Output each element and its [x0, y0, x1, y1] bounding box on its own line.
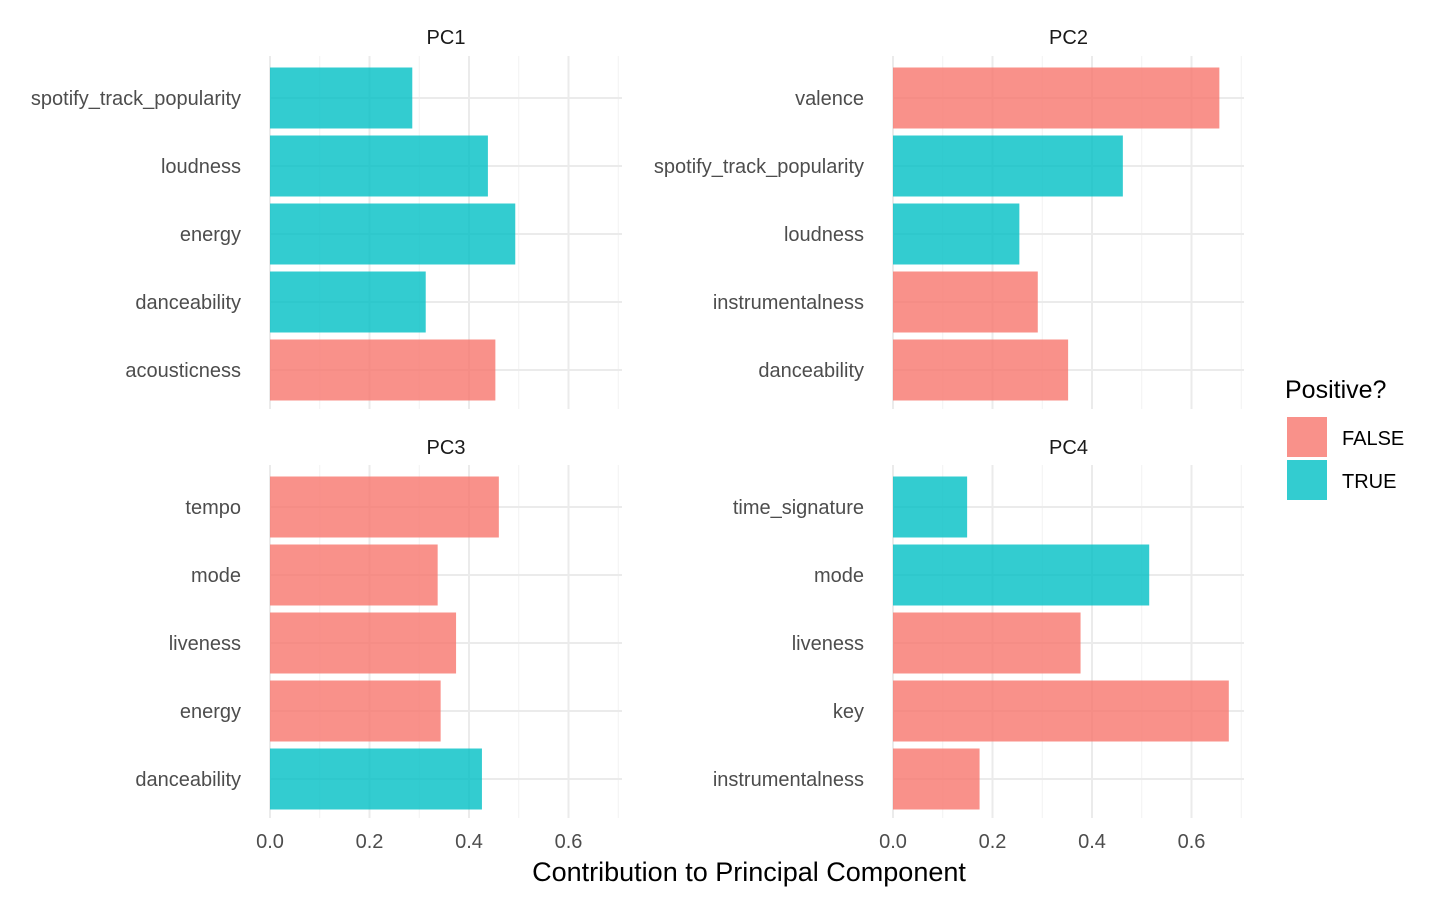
bar-pc4-time-signature	[893, 476, 968, 538]
x-tick-label: 0.0	[879, 831, 907, 853]
y-tick-label: key	[833, 701, 864, 723]
legend-swatch-false	[1287, 417, 1327, 457]
y-tick-label: instrumentalness	[713, 769, 864, 791]
legend-swatch-true	[1287, 460, 1327, 500]
x-tick-label: 0.2	[356, 831, 384, 853]
bar-pc2-spotify-track-popularity	[893, 135, 1123, 197]
x-tick-label: 0.6	[1178, 831, 1206, 853]
bar-pc4-liveness	[893, 612, 1081, 674]
facet-title-pc3: PC3	[427, 437, 466, 459]
bar-pc3-liveness	[270, 612, 457, 674]
facet-title-pc4: PC4	[1049, 437, 1088, 459]
bar-pc4-instrumentalness	[893, 748, 980, 810]
x-tick-label: 0.4	[455, 831, 483, 853]
y-tick-label: danceability	[758, 360, 864, 382]
x-axis-title: Contribution to Principal Component	[532, 857, 966, 887]
facet-title-pc2: PC2	[1049, 27, 1088, 49]
y-tick-label: spotify_track_popularity	[654, 156, 864, 178]
bar-pc4-key	[893, 680, 1229, 742]
y-tick-label: mode	[814, 565, 864, 587]
y-tick-label: liveness	[169, 633, 241, 655]
legend-label-false: FALSE	[1342, 428, 1404, 450]
bar-pc1-spotify-track-popularity	[270, 67, 413, 129]
y-tick-label: loudness	[161, 156, 241, 178]
y-tick-label: liveness	[792, 633, 864, 655]
y-tick-label: time_signature	[733, 497, 864, 519]
x-tick-label: 0.0	[256, 831, 284, 853]
x-tick-label: 0.2	[979, 831, 1007, 853]
bar-pc1-energy	[270, 203, 516, 265]
bar-pc3-tempo	[270, 476, 499, 538]
y-tick-label: danceability	[135, 292, 241, 314]
y-tick-label: tempo	[185, 497, 241, 519]
legend-title: Positive?	[1285, 376, 1386, 404]
y-tick-label: energy	[180, 224, 241, 246]
bar-pc1-loudness	[270, 135, 488, 197]
bar-pc3-danceability	[270, 748, 482, 810]
y-tick-label: danceability	[135, 769, 241, 791]
x-tick-label: 0.6	[555, 831, 583, 853]
bar-pc2-loudness	[893, 203, 1020, 265]
y-tick-label: mode	[191, 565, 241, 587]
y-tick-label: loudness	[784, 224, 864, 246]
bar-pc2-danceability	[893, 339, 1069, 401]
facet-title-pc1: PC1	[427, 27, 466, 49]
bar-pc3-energy	[270, 680, 441, 742]
y-tick-label: valence	[795, 88, 864, 110]
y-tick-label: energy	[180, 701, 241, 723]
y-tick-label: acousticness	[125, 360, 241, 382]
legend-label-true: TRUE	[1342, 471, 1396, 493]
bar-pc1-danceability	[270, 271, 426, 333]
y-tick-label: instrumentalness	[713, 292, 864, 314]
bar-pc4-mode	[893, 544, 1150, 606]
bar-pc2-instrumentalness	[893, 271, 1038, 333]
bar-pc3-mode	[270, 544, 438, 606]
bar-pc1-acousticness	[270, 339, 496, 401]
y-tick-label: spotify_track_popularity	[31, 88, 241, 110]
x-tick-label: 0.4	[1078, 831, 1106, 853]
bar-pc2-valence	[893, 67, 1220, 129]
